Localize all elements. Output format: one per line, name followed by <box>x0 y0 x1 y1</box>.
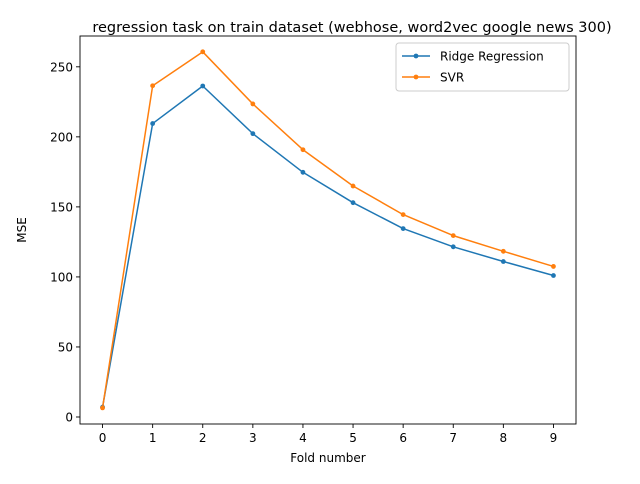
data-point <box>250 131 256 137</box>
data-point <box>150 121 156 126</box>
x-tick-label: 6 <box>399 431 407 445</box>
legend-label: SVR <box>440 71 464 85</box>
legend-box <box>395 42 570 92</box>
data-point <box>500 259 506 264</box>
data-point <box>350 183 356 189</box>
data-point <box>300 169 306 175</box>
data-point <box>150 83 156 89</box>
y-tick-label: 0 <box>65 410 73 424</box>
y-tick-label: 50 <box>58 340 73 354</box>
y-tick-label: 250 <box>50 60 73 74</box>
data-point <box>450 244 456 250</box>
data-point <box>551 264 556 269</box>
data-point <box>500 248 506 254</box>
legend-label: Ridge Regression <box>440 50 544 64</box>
x-tick-label: 7 <box>449 431 457 445</box>
plot-area <box>100 49 556 411</box>
x-axis-label: Fold number <box>290 451 365 465</box>
x-tick-label: 5 <box>349 431 357 445</box>
x-tick-label: 0 <box>99 431 107 445</box>
x-tick-label: 9 <box>550 431 558 445</box>
series-line-0 <box>101 85 554 408</box>
data-point <box>100 405 105 411</box>
plot-frame <box>79 35 577 425</box>
data-point <box>200 49 206 55</box>
y-axis-label: MSE <box>15 217 29 243</box>
y-tick-label: 200 <box>50 130 73 144</box>
data-point <box>400 212 406 217</box>
legend-marker-0 <box>413 53 419 59</box>
legend: Ridge Regression SVR <box>395 42 570 92</box>
y-tick-label: 150 <box>50 200 73 214</box>
chart-title: regression task on train dataset (webhos… <box>92 20 611 36</box>
data-point <box>400 226 406 231</box>
y-tick-label: 100 <box>50 270 73 284</box>
data-point <box>300 147 306 153</box>
x-tick-label: 3 <box>249 431 257 445</box>
data-point <box>450 233 456 239</box>
data-point <box>250 101 256 107</box>
x-tick-label: 1 <box>149 431 157 445</box>
x-tick-label: 2 <box>199 431 207 445</box>
data-point <box>200 83 206 89</box>
x-tick-label: 4 <box>299 431 307 445</box>
data-point <box>551 273 556 278</box>
data-point <box>350 200 356 206</box>
x-tick-label: 8 <box>500 431 508 445</box>
series-line-1 <box>101 51 554 409</box>
legend-marker-1 <box>413 74 419 80</box>
